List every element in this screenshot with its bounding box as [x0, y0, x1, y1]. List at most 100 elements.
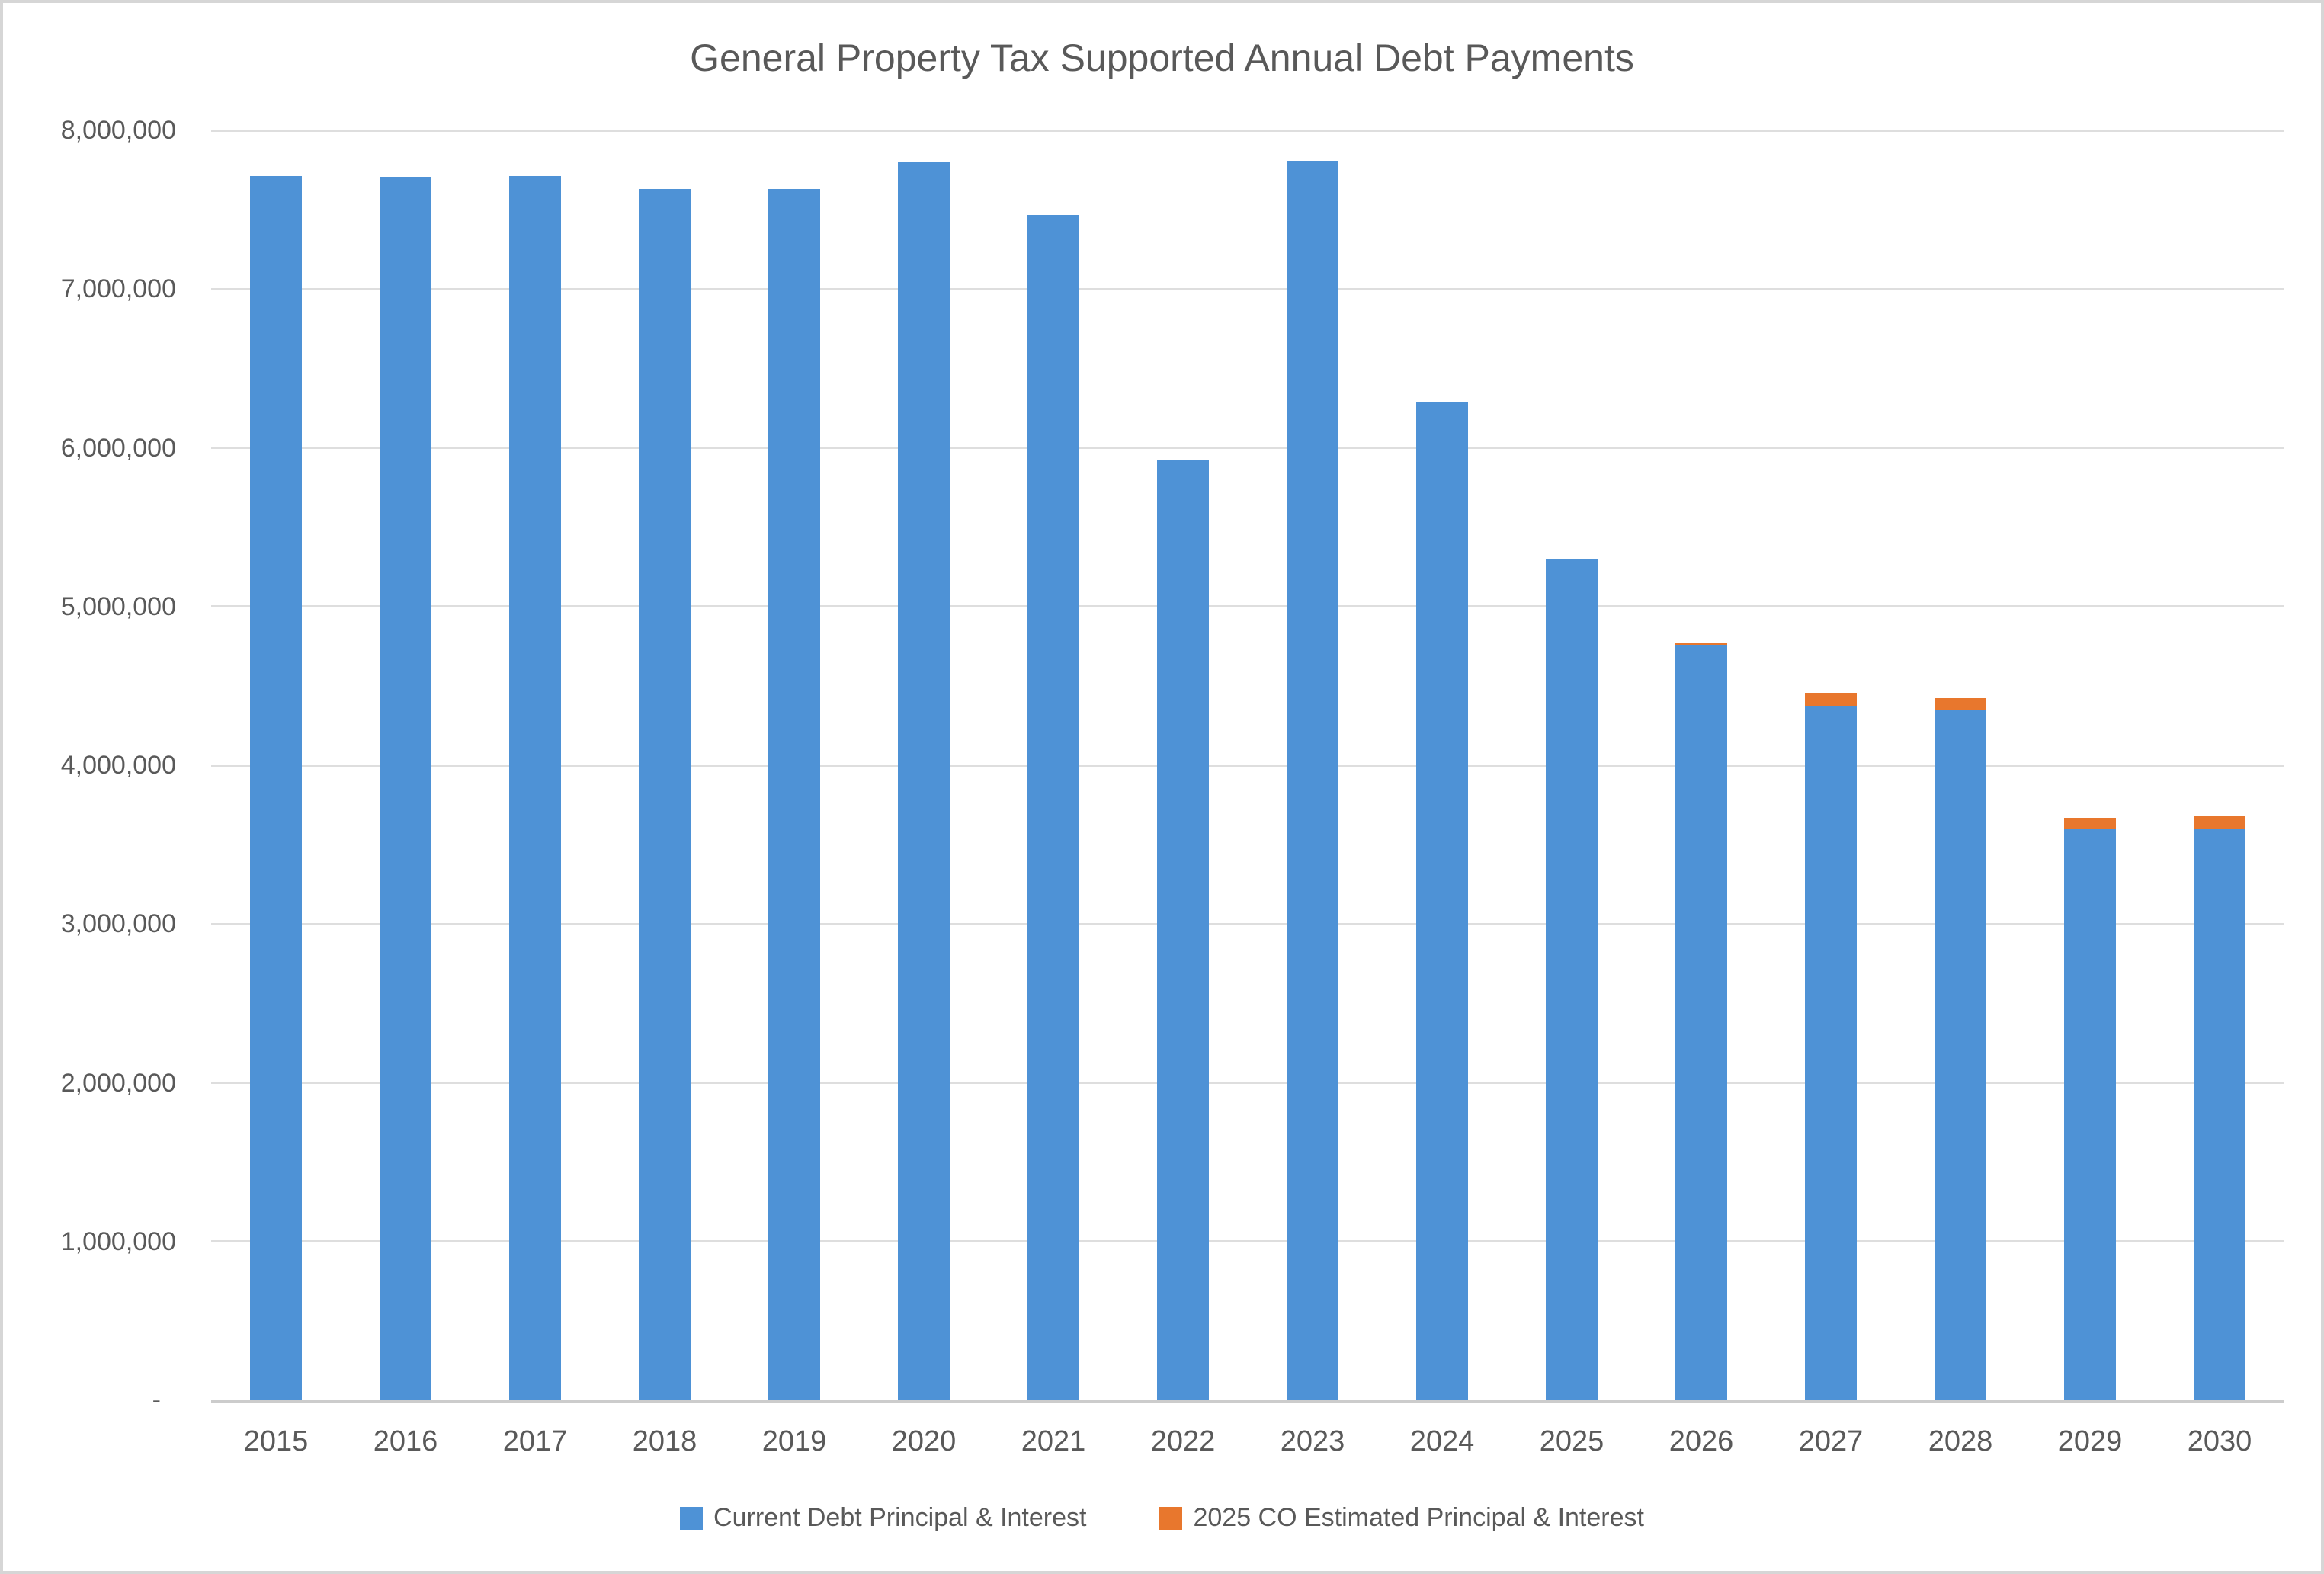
x-label-2026: 2026	[1668, 1425, 1734, 1457]
bar-2019	[768, 189, 820, 1400]
x-axis-line	[211, 1400, 2284, 1403]
bar-2025	[1546, 559, 1598, 1400]
x-label-2023: 2023	[1280, 1425, 1345, 1457]
x-label-2021: 2021	[1021, 1425, 1086, 1457]
x-axis-labels: 2015 2016 2017 2018 2019 2020 2021 2022 2023 2024…	[211, 1425, 2284, 1458]
bar-segment-2027-2025-co	[1805, 693, 1857, 706]
x-label-2027: 2027	[1798, 1425, 1864, 1457]
gridline-2000000	[211, 1082, 2284, 1084]
bar-segment-2022-current-debt	[1157, 460, 1209, 1400]
bar-slot-2019	[729, 130, 859, 1400]
x-label-2028: 2028	[1928, 1425, 1993, 1457]
bar-segment-2023-current-debt	[1287, 160, 1338, 1400]
bar-2027	[1805, 693, 1857, 1400]
legend-label: 2025 CO Estimated Principal & Interest	[1193, 1503, 1644, 1532]
bar-slot-2027	[1766, 130, 1896, 1400]
y-label-2000000: 2,000,000	[60, 1068, 176, 1098]
y-label-6000000: 6,000,000	[60, 433, 176, 463]
x-label-2022: 2022	[1150, 1425, 1216, 1457]
x-label-2020: 2020	[891, 1425, 957, 1457]
bar-segment-2019-current-debt	[768, 189, 820, 1400]
y-label-0: -	[152, 1386, 161, 1415]
bar-segment-2026-current-debt	[1675, 644, 1727, 1400]
bar-slot-2028	[1896, 130, 2025, 1400]
bar-2018	[639, 189, 691, 1400]
bar-slot-2022	[1118, 130, 1248, 1400]
legend-swatch-icon	[1159, 1506, 1183, 1530]
x-label-2017: 2017	[502, 1425, 568, 1457]
bar-2015	[250, 176, 302, 1400]
bar-segment-2027-current-debt	[1805, 705, 1857, 1400]
legend-item-current-debt: Current Debt Principal & Interest	[680, 1503, 1086, 1533]
legend-item-2025-co: 2025 CO Estimated Principal & Interest	[1159, 1503, 1644, 1533]
gridline-4000000	[211, 764, 2284, 767]
bar-slot-2017	[470, 130, 600, 1400]
bar-slot-2021	[989, 130, 1118, 1400]
bar-segment-2015-current-debt	[250, 176, 302, 1400]
bar-slot-2030	[2155, 130, 2284, 1400]
gridline-3000000	[211, 922, 2284, 925]
legend: Current Debt Principal & Interest 2025 CO…	[3, 1503, 2321, 1533]
x-label-2024: 2024	[1409, 1425, 1475, 1457]
gridline-6000000	[211, 447, 2284, 449]
bar-2030	[2194, 816, 2245, 1400]
bar-2021	[1027, 215, 1079, 1400]
plot-area	[211, 129, 2284, 1403]
bar-segment-2024-current-debt	[1416, 402, 1468, 1400]
bar-slot-2029	[2025, 130, 2155, 1400]
bar-2020	[898, 162, 950, 1400]
bar-2016	[380, 177, 431, 1400]
x-label-2015: 2015	[243, 1425, 309, 1457]
x-label-2019: 2019	[761, 1425, 827, 1457]
y-label-5000000: 5,000,000	[60, 591, 176, 621]
bar-segment-2028-current-debt	[1935, 710, 1986, 1400]
bar-segment-2026-2025-co	[1675, 642, 1727, 645]
bar-2029	[2064, 818, 2116, 1400]
gridline-8000000	[211, 129, 2284, 132]
x-label-2025: 2025	[1539, 1425, 1604, 1457]
bar-slot-2016	[341, 130, 470, 1400]
bar-2022	[1157, 460, 1209, 1400]
bar-2023	[1287, 160, 1338, 1400]
x-label-2018: 2018	[632, 1425, 697, 1457]
bars-container	[211, 130, 2284, 1400]
y-label-7000000: 7,000,000	[60, 274, 176, 304]
y-label-1000000: 1,000,000	[60, 1226, 176, 1256]
bar-slot-2015	[211, 130, 341, 1400]
bar-segment-2029-2025-co	[2064, 818, 2116, 829]
bar-slot-2024	[1377, 130, 1507, 1400]
bar-segment-2025-current-debt	[1546, 559, 1598, 1400]
x-label-2029: 2029	[2057, 1425, 2123, 1457]
bar-2024	[1416, 402, 1468, 1400]
bar-segment-2030-2025-co	[2194, 816, 2245, 829]
bar-segment-2030-current-debt	[2194, 829, 2245, 1400]
bar-2026	[1675, 642, 1727, 1400]
bar-slot-2020	[859, 130, 989, 1400]
bar-segment-2029-current-debt	[2064, 829, 2116, 1400]
x-label-2016: 2016	[373, 1425, 438, 1457]
gridline-7000000	[211, 287, 2284, 290]
legend-label: Current Debt Principal & Interest	[713, 1503, 1087, 1532]
bar-slot-2023	[1248, 130, 1377, 1400]
y-axis-labels: 8,000,000 7,000,000 6,000,000 5,000,000 4,00…	[3, 3, 176, 1571]
y-label-3000000: 3,000,000	[60, 909, 176, 939]
bar-slot-2018	[600, 130, 729, 1400]
legend-swatch-icon	[680, 1506, 704, 1530]
bar-segment-2028-2025-co	[1935, 697, 1986, 711]
bar-segment-2020-current-debt	[898, 162, 950, 1400]
y-label-4000000: 4,000,000	[60, 751, 176, 780]
x-label-2030: 2030	[2187, 1425, 2252, 1457]
bar-segment-2018-current-debt	[639, 189, 691, 1400]
bar-2017	[509, 176, 561, 1400]
bar-segment-2017-current-debt	[509, 176, 561, 1400]
bar-segment-2016-current-debt	[380, 177, 431, 1400]
bar-slot-2025	[1507, 130, 1636, 1400]
gridline-5000000	[211, 605, 2284, 608]
bar-2028	[1935, 697, 1986, 1400]
chart-title: General Property Tax Supported Annual De…	[690, 37, 1634, 79]
y-label-8000000: 8,000,000	[60, 116, 176, 145]
bar-slot-2026	[1636, 130, 1766, 1400]
bar-segment-2021-current-debt	[1027, 215, 1079, 1400]
gridline-1000000	[211, 1240, 2284, 1243]
